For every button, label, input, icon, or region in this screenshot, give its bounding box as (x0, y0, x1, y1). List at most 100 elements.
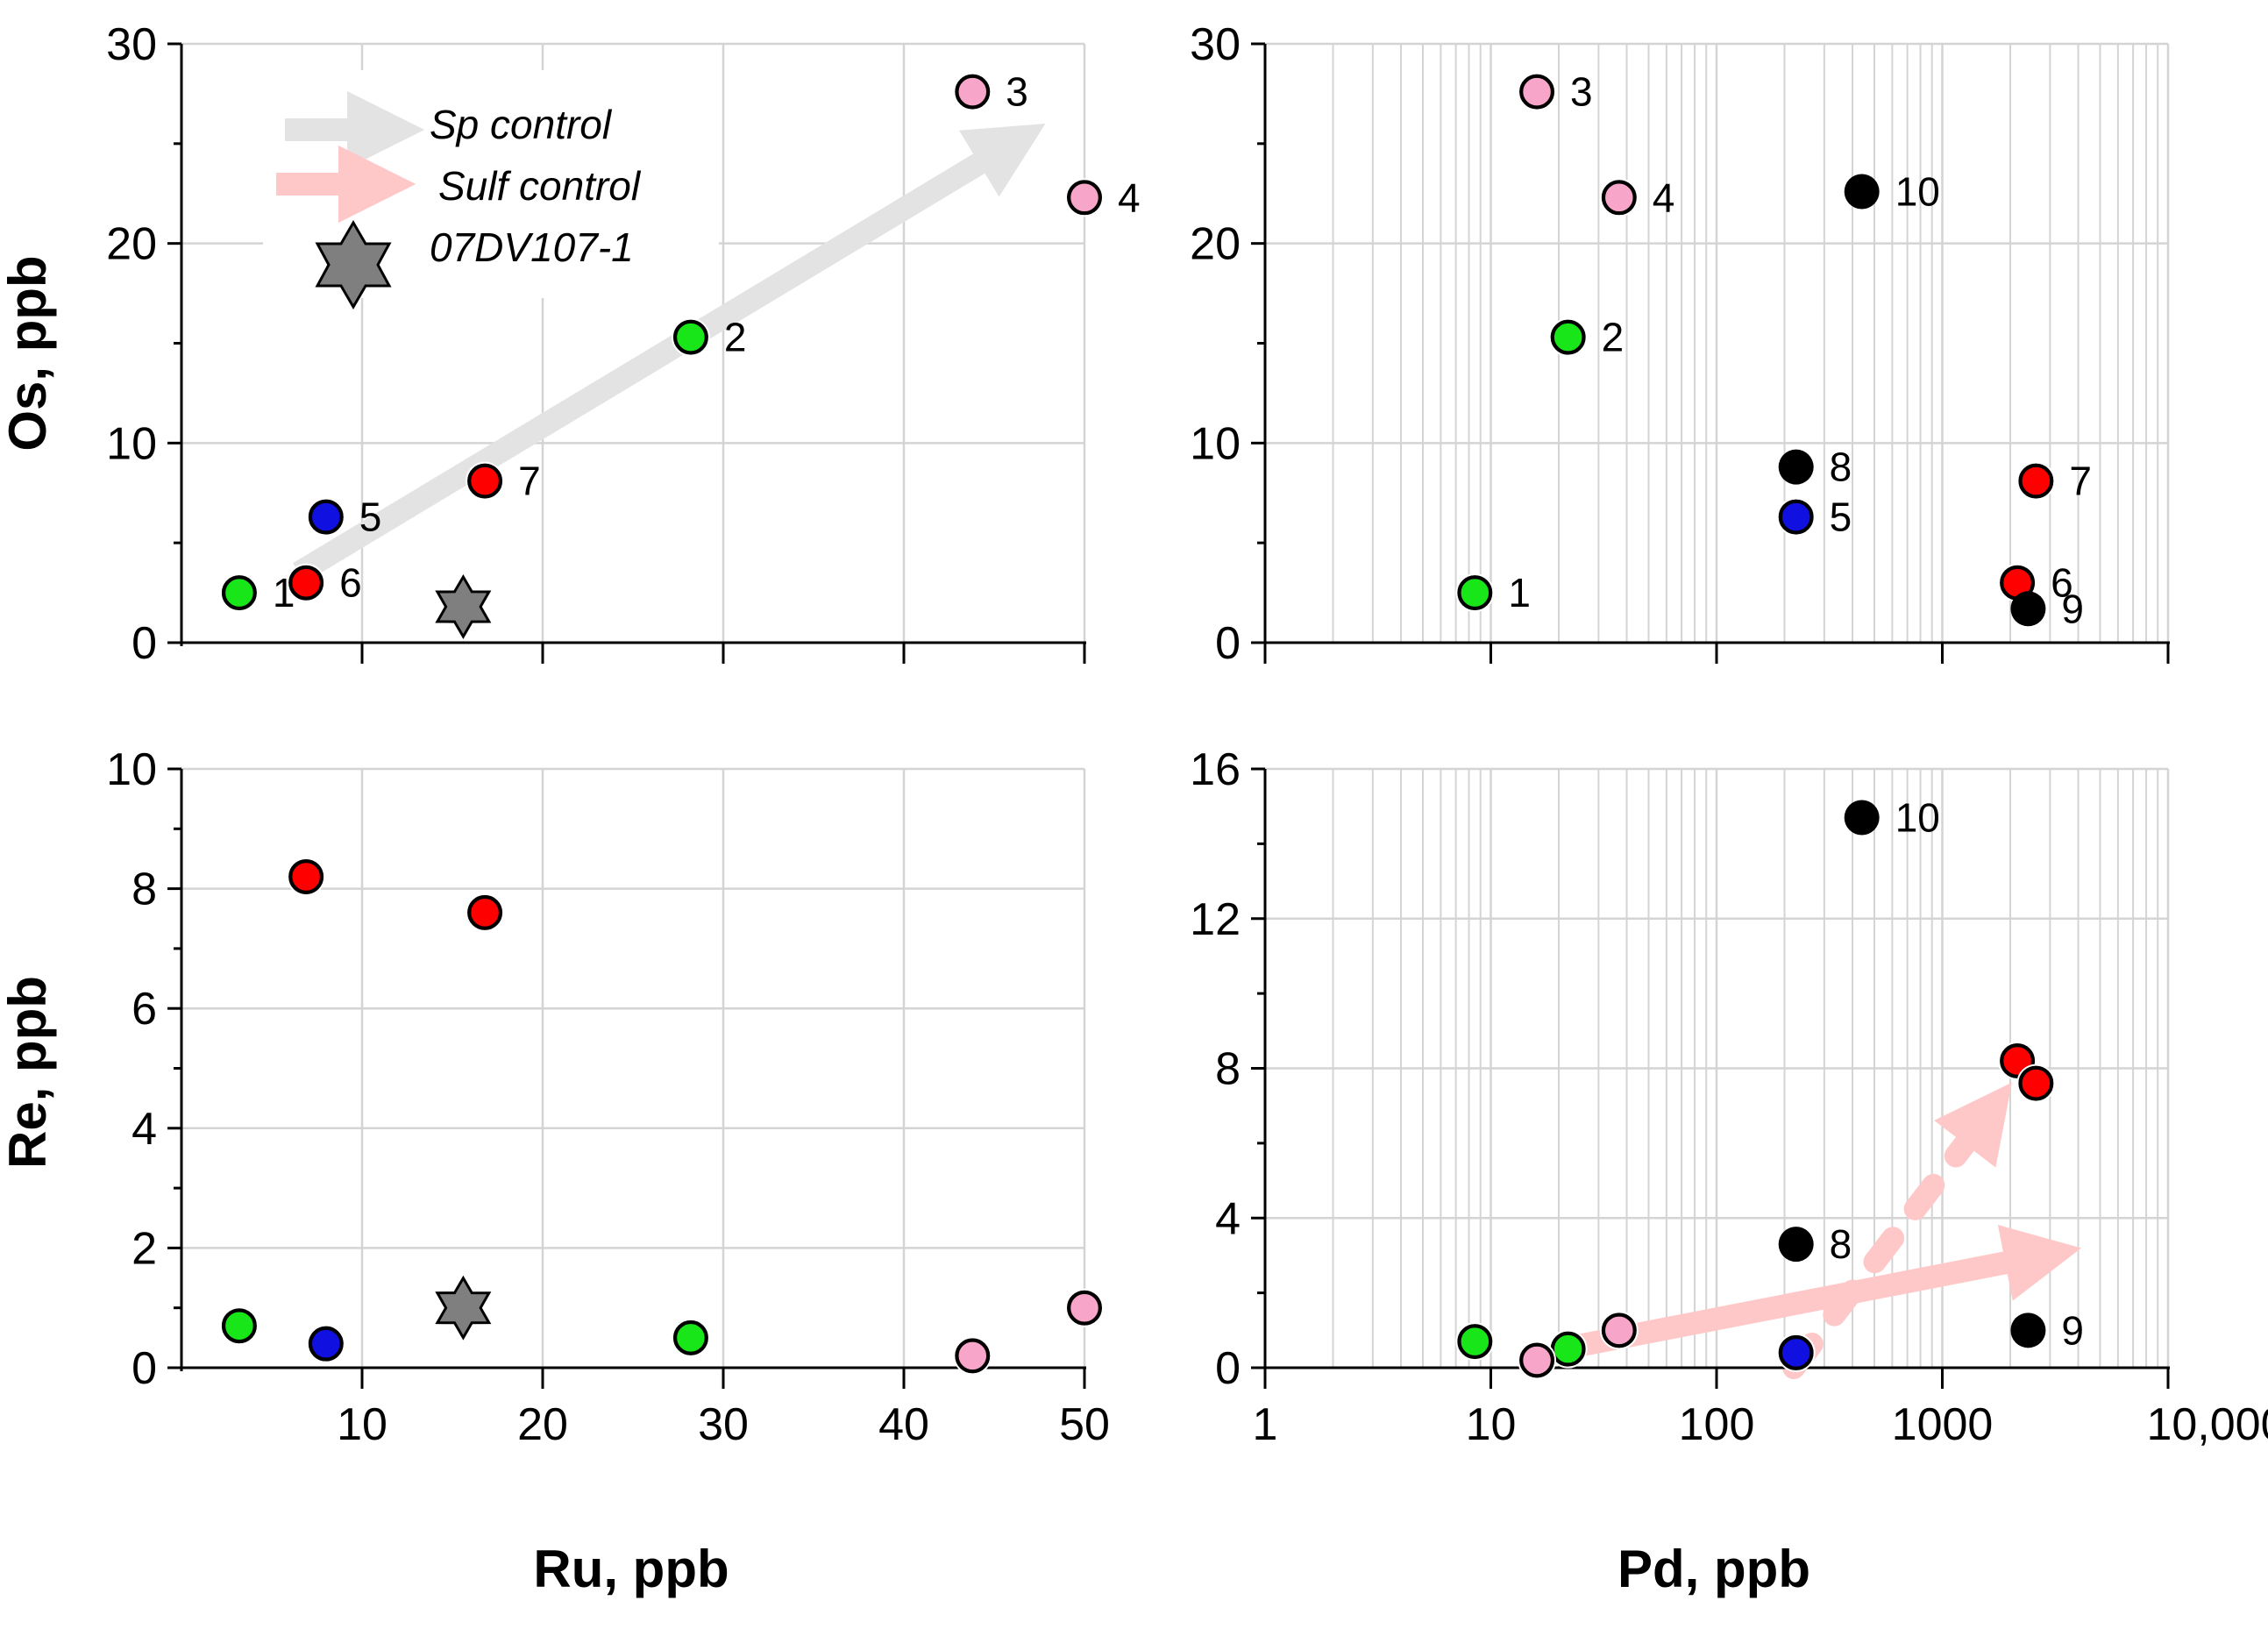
data-point-halo (219, 573, 259, 613)
data-point-6 (288, 565, 324, 601)
data-point-7 (466, 894, 503, 931)
y-axis-title-os: Os, ppb (0, 255, 57, 451)
point-label-4: 4 (1653, 174, 1675, 220)
point-label-5: 5 (1830, 494, 1852, 540)
point-label-2: 2 (1602, 315, 1625, 360)
y-tick-label: 0 (1215, 618, 1241, 669)
y-tick-label: 4 (1215, 1193, 1241, 1244)
data-point-halo (466, 893, 505, 932)
star-marker-07dv107-1 (435, 574, 492, 639)
data-point-halo (1065, 178, 1104, 217)
data-point-halo (671, 1318, 710, 1357)
point-label-1: 1 (1508, 570, 1531, 615)
data-point-8 (1778, 449, 1814, 485)
data-point-halo (306, 1324, 345, 1363)
point-label-6: 6 (339, 560, 362, 606)
point-label-1: 1 (273, 570, 295, 615)
y-axis-title-re: Re, ppb (0, 976, 57, 1169)
data-point-4 (1066, 1290, 1103, 1326)
y-tick-label: 2 (132, 1223, 157, 1274)
trend-arrow (1782, 1082, 2012, 1379)
data-point-halo (953, 72, 992, 111)
x-tick-label: 1000 (1892, 1399, 1994, 1450)
y-tick-label: 10 (106, 744, 157, 795)
y-tick-label: 12 (1190, 894, 1241, 945)
data-point-halo (671, 317, 710, 357)
data-point-5 (1778, 1334, 1814, 1371)
data-point-4 (1066, 180, 1103, 216)
data-point-3 (955, 1338, 991, 1374)
x-tick-label: 1 (1253, 1399, 1278, 1450)
y-tick-label: 6 (132, 984, 157, 1035)
data-point-3 (955, 74, 991, 110)
data-point-halo (1518, 1341, 1557, 1380)
legend-label-sulf-control: Sulf control (438, 163, 642, 209)
trend-arrow (293, 124, 1046, 583)
point-label-4: 4 (1118, 174, 1141, 220)
x-tick-label: 10,000 (2146, 1399, 2268, 1450)
data-point-9 (2010, 591, 2046, 627)
data-point-halo (1455, 573, 1495, 613)
point-label-10: 10 (1895, 168, 1940, 214)
plot-area-os-vs-pd (1265, 42, 2170, 643)
x-tick-label: 10 (1466, 1399, 1517, 1450)
data-point-1 (221, 574, 258, 611)
point-label-8: 8 (1830, 445, 1852, 490)
data-point-8 (1778, 1227, 1814, 1263)
x-tick-label: 50 (1059, 1399, 1110, 1450)
data-point-halo (953, 1336, 992, 1376)
y-tick-label: 0 (1215, 1343, 1241, 1394)
y-tick-label: 8 (132, 864, 157, 915)
legend-label-07dv107-1: 07DV107-1 (430, 224, 634, 270)
data-point-1 (1457, 574, 1493, 611)
star-marker-07dv107-1 (435, 1275, 492, 1341)
data-point-3 (1518, 74, 1555, 110)
data-point-6 (288, 858, 324, 895)
data-point-2 (672, 1320, 709, 1356)
y-tick-label: 10 (106, 418, 157, 469)
x-tick-label: 10 (337, 1399, 387, 1450)
y-tick-label: 4 (132, 1104, 157, 1155)
y-tick-label: 0 (132, 1343, 157, 1394)
data-point-halo (1455, 1322, 1495, 1362)
y-tick-label: 20 (1190, 219, 1241, 270)
x-axis-title-pd: Pd, ppb (1617, 1540, 1810, 1598)
star-icon (315, 220, 392, 309)
x-axis-title-ru: Ru, ppb (533, 1540, 729, 1598)
data-point-halo (1518, 72, 1557, 111)
data-point-7 (466, 463, 503, 499)
point-label-2: 2 (724, 315, 747, 360)
y-tick-label: 8 (1215, 1044, 1241, 1095)
point-label-3: 3 (1006, 69, 1028, 115)
point-label-10: 10 (1895, 794, 1940, 840)
y-tick-label: 16 (1190, 744, 1241, 795)
data-point-halo (2016, 461, 2056, 501)
point-label-9: 9 (2061, 1307, 2084, 1353)
data-point-7 (2018, 1065, 2054, 1101)
x-tick-label: 100 (1679, 1399, 1755, 1450)
point-label-3: 3 (1570, 69, 1593, 115)
y-tick-label: 30 (1190, 19, 1241, 70)
legend-label-sp-control: Sp control (430, 102, 613, 147)
y-tick-label: 30 (106, 19, 157, 70)
data-point-2 (672, 319, 709, 355)
data-point-halo (1776, 1333, 1816, 1372)
x-tick-label: 40 (878, 1399, 929, 1450)
point-label-8: 8 (1830, 1221, 1852, 1267)
point-label-6: 6 (2051, 560, 2073, 606)
point-label-7: 7 (2069, 459, 2092, 504)
data-point-halo (466, 461, 505, 501)
data-point-4 (1601, 180, 1638, 216)
y-tick-label: 0 (132, 618, 157, 669)
data-point-10 (1844, 174, 1880, 210)
data-point-1 (221, 1307, 258, 1344)
data-point-4 (1601, 1312, 1638, 1348)
data-point-halo (1065, 1288, 1104, 1327)
data-point-10 (1844, 800, 1880, 836)
x-tick-label: 20 (517, 1399, 568, 1450)
data-point-halo (1599, 178, 1639, 217)
data-point-5 (308, 1326, 345, 1362)
x-tick-label: 30 (698, 1399, 749, 1450)
